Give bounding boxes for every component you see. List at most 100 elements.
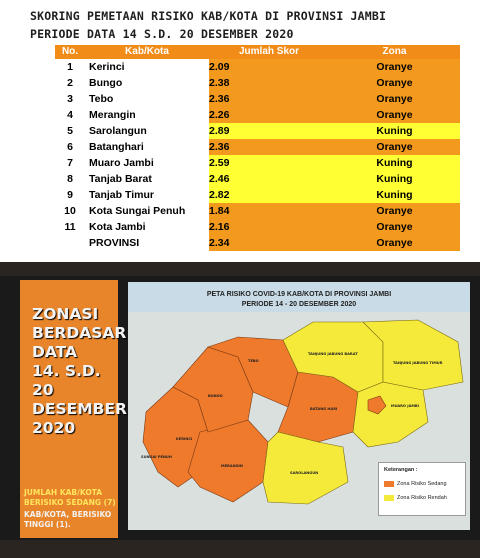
cell-score: 2.36	[209, 91, 329, 107]
cell-zone: Oranye	[329, 235, 460, 251]
cell-no: 6	[55, 139, 85, 155]
cell-zone: Oranye	[329, 219, 460, 235]
cell-zone: Oranye	[329, 59, 460, 75]
col-header-kabkota: Kab/Kota	[85, 45, 209, 59]
cell-kabkota: Merangin	[85, 107, 209, 123]
cell-zone: Kuning	[329, 187, 460, 203]
map-title: PETA RISIKO COVID-19 KAB/KOTA DI PROVINS…	[206, 291, 392, 298]
cell-no: 7	[55, 155, 85, 171]
zonasi-heading-line: ZONASI	[32, 305, 99, 323]
cell-score: 2.09	[209, 59, 329, 75]
col-header-score: Jumlah Skor	[209, 45, 329, 59]
legend-title: Keterangan :	[384, 467, 418, 473]
cell-no: 11	[55, 219, 85, 235]
label-merangin: MERANGIN	[221, 464, 243, 468]
score-panel: SKORING PEMETAAN RISIKO KAB/KOTA DI PROV…	[0, 0, 480, 262]
page-subtitle: PERIODE DATA 14 S.D. 20 DESEMBER 2020	[30, 27, 294, 41]
cell-no: 10	[55, 203, 85, 219]
col-header-zone: Zona	[329, 45, 460, 59]
cell-score: 2.38	[209, 75, 329, 91]
cell-kabkota: Bungo	[85, 75, 209, 91]
cell-score: 1.84	[209, 203, 329, 219]
cell-kabkota: Kerinci	[85, 59, 209, 75]
label-tanjab-timur: TANJUNG JABUNG TIMUR	[393, 361, 443, 365]
table-row: 6 Batanghari 2.36 Oranye	[55, 139, 460, 155]
cell-score: 2.82	[209, 187, 329, 203]
zonasi-heading: ZONASI BERDASAR DATA 14. S.D. 20 DESEMBE…	[32, 305, 127, 438]
label-sarolangun: SAROLANGUN	[290, 471, 318, 475]
label-tebo: TEBO	[248, 359, 259, 363]
page-title: SKORING PEMETAAN RISIKO KAB/KOTA DI PROV…	[30, 9, 387, 23]
label-kerinci: KERINCI	[176, 437, 192, 441]
cell-no: 8	[55, 171, 85, 187]
zonasi-heading-line: 2020	[32, 419, 76, 437]
cell-score: 2.46	[209, 171, 329, 187]
cell-no: 2	[55, 75, 85, 91]
cell-zone: Oranye	[329, 139, 460, 155]
cell-zone: Oranye	[329, 75, 460, 91]
region-merangin	[187, 419, 269, 503]
table-body: 1 Kerinci 2.09 Oranye 2 Bungo 2.38 Oranye 3 Tebo 2…	[55, 59, 460, 251]
legend-swatch-rendah	[384, 495, 394, 501]
cell-zone: Kuning	[329, 155, 460, 171]
cell-no: 5	[55, 123, 85, 139]
cell-score: 2.26	[209, 107, 329, 123]
cell-zone: Kuning	[329, 171, 460, 187]
table-row: 5 Sarolangun 2.89 Kuning	[55, 123, 460, 139]
table-row: 8 Tanjab Barat 2.46 Kuning	[55, 171, 460, 187]
divider-band	[0, 262, 480, 276]
score-table: No. Kab/Kota Jumlah Skor Zona 1 Kerinci 2.…	[55, 45, 460, 251]
col-header-no: No.	[55, 45, 85, 59]
cell-score: 2.16	[209, 219, 329, 235]
risk-map: PETA RISIKO COVID-19 KAB/KOTA DI PROVINS…	[128, 282, 470, 530]
cell-no	[55, 235, 85, 251]
zonasi-panel	[20, 280, 118, 538]
region-tanjab-timur	[362, 319, 464, 391]
cell-score: 2.59	[209, 155, 329, 171]
label-sungai-penuh: SUNGAI PENUH	[141, 455, 172, 459]
label-muaro-jambi: MUARO JAMBI	[391, 404, 419, 408]
table-row: 7 Muaro Jambi 2.59 Kuning	[55, 155, 460, 171]
cell-no: 1	[55, 59, 85, 75]
cell-zone: Oranye	[329, 203, 460, 219]
table-header-row: No. Kab/Kota Jumlah Skor Zona	[55, 45, 460, 59]
cell-kabkota: Sarolangun	[85, 123, 209, 139]
table-row: PROVINSI 2.34 Oranye	[55, 235, 460, 251]
region-sarolangun	[262, 431, 349, 505]
table-row: 10 Kota Sungai Penuh 1.84 Oranye	[55, 203, 460, 219]
table-row: 2 Bungo 2.38 Oranye	[55, 75, 460, 91]
cell-score: 2.36	[209, 139, 329, 155]
table-row: 3 Tebo 2.36 Oranye	[55, 91, 460, 107]
table-row: 4 Merangin 2.26 Oranye	[55, 107, 460, 123]
cell-kabkota: Tebo	[85, 91, 209, 107]
label-batang-hari: BATANG HARI	[310, 407, 337, 411]
zonasi-heading-line: BERDASAR	[32, 324, 127, 342]
cell-no: 9	[55, 187, 85, 203]
cell-zone: Oranye	[329, 107, 460, 123]
cell-kabkota: Tanjab Timur	[85, 187, 209, 203]
cell-zone: Oranye	[329, 91, 460, 107]
label-bungo: BUNGO	[208, 394, 223, 398]
map-subtitle: PERIODE 14 - 20 DESEMBER 2020	[241, 301, 357, 308]
zonasi-heading-line: 14. S.D. 20	[32, 362, 101, 399]
note-sedang: JUMLAH KAB/KOTA BERISIKO SEDANG (7)	[24, 488, 116, 507]
cell-kabkota: PROVINSI	[85, 235, 209, 251]
label-tanjab-barat: TANJUNG JABUNG BARAT	[308, 352, 358, 356]
table-row: 11 Kota Jambi 2.16 Oranye	[55, 219, 460, 235]
legend-label-sedang: Zona Risiko Sedang	[397, 481, 447, 487]
table-row: 9 Tanjab Timur 2.82 Kuning	[55, 187, 460, 203]
cell-score: 2.34	[209, 235, 329, 251]
note-tinggi: KAB/KOTA, BERISIKO TINGGI (1).	[24, 510, 112, 529]
zonasi-heading-line: DATA	[32, 343, 78, 361]
cell-zone: Kuning	[329, 123, 460, 139]
zonasi-heading-line: DESEMBER	[32, 400, 127, 418]
cell-no: 3	[55, 91, 85, 107]
legend-swatch-sedang	[384, 481, 394, 487]
legend-label-rendah: Zona Risiko Rendah	[397, 495, 447, 501]
cell-kabkota: Muaro Jambi	[85, 155, 209, 171]
cell-no: 4	[55, 107, 85, 123]
cell-kabkota: Kota Sungai Penuh	[85, 203, 209, 219]
table-row: 1 Kerinci 2.09 Oranye	[55, 59, 460, 75]
region-kota-jambi	[367, 395, 387, 415]
map-legend: Keterangan : Zona Risiko Sedang Zona Ris…	[378, 462, 466, 516]
